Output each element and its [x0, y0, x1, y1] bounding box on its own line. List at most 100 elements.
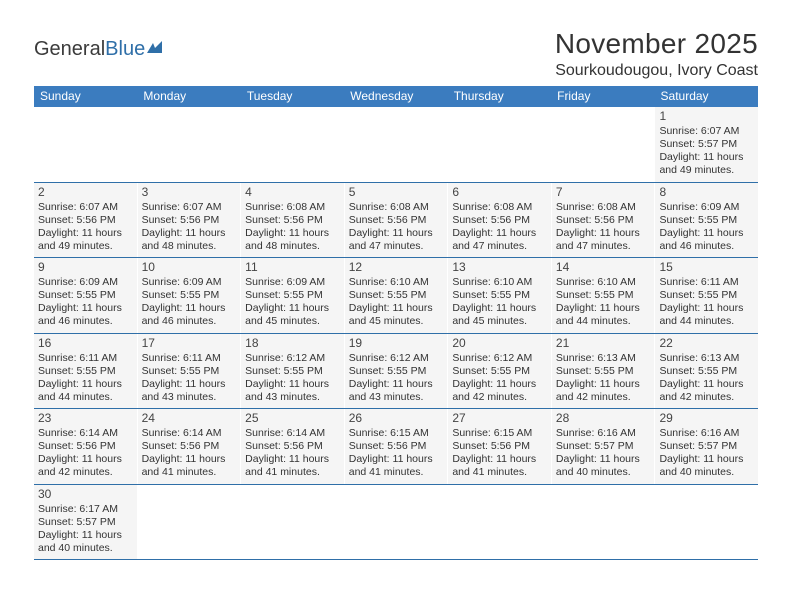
- daylight-text: Daylight: 11 hours and 40 minutes.: [659, 453, 754, 479]
- sunset-text: Sunset: 5:55 PM: [38, 289, 133, 302]
- day-number: 16: [38, 336, 133, 351]
- sunset-text: Sunset: 5:56 PM: [349, 214, 444, 227]
- week-row: 30Sunrise: 6:17 AMSunset: 5:57 PMDayligh…: [34, 485, 758, 561]
- daylight-text: Daylight: 11 hours and 40 minutes.: [556, 453, 651, 479]
- daylight-text: Daylight: 11 hours and 49 minutes.: [659, 151, 754, 177]
- day-cell: [448, 107, 552, 182]
- day-cell: [655, 485, 758, 560]
- daylight-text: Daylight: 11 hours and 44 minutes.: [38, 378, 133, 404]
- title-block: November 2025 Sourkoudougou, Ivory Coast: [555, 28, 758, 80]
- day-cell: [448, 485, 552, 560]
- day-number: 14: [556, 260, 651, 275]
- day-header-row: Sunday Monday Tuesday Wednesday Thursday…: [34, 86, 758, 107]
- day-number: 29: [659, 411, 754, 426]
- daylight-text: Daylight: 11 hours and 46 minutes.: [659, 227, 754, 253]
- page: GeneralBlue November 2025 Sourkoudougou,…: [0, 0, 792, 560]
- sunset-text: Sunset: 5:55 PM: [556, 289, 651, 302]
- sunrise-text: Sunrise: 6:14 AM: [142, 427, 237, 440]
- daylight-text: Daylight: 11 hours and 41 minutes.: [245, 453, 340, 479]
- sunrise-text: Sunrise: 6:14 AM: [38, 427, 133, 440]
- day-number: 18: [245, 336, 340, 351]
- day-number: 6: [452, 185, 547, 200]
- day-number: 28: [556, 411, 651, 426]
- day-cell: 24Sunrise: 6:14 AMSunset: 5:56 PMDayligh…: [138, 409, 242, 484]
- daylight-text: Daylight: 11 hours and 47 minutes.: [556, 227, 651, 253]
- sunrise-text: Sunrise: 6:10 AM: [556, 276, 651, 289]
- day-number: 22: [659, 336, 754, 351]
- day-cell: 17Sunrise: 6:11 AMSunset: 5:55 PMDayligh…: [138, 334, 242, 409]
- sunrise-text: Sunrise: 6:09 AM: [38, 276, 133, 289]
- daylight-text: Daylight: 11 hours and 40 minutes.: [38, 529, 133, 555]
- sunset-text: Sunset: 5:55 PM: [349, 289, 444, 302]
- day-number: 9: [38, 260, 133, 275]
- day-header: Sunday: [34, 86, 137, 107]
- day-cell: 1Sunrise: 6:07 AMSunset: 5:57 PMDaylight…: [655, 107, 758, 182]
- sunset-text: Sunset: 5:55 PM: [659, 289, 754, 302]
- day-cell: 26Sunrise: 6:15 AMSunset: 5:56 PMDayligh…: [345, 409, 449, 484]
- day-number: 26: [349, 411, 444, 426]
- daylight-text: Daylight: 11 hours and 43 minutes.: [245, 378, 340, 404]
- sunrise-text: Sunrise: 6:17 AM: [38, 503, 133, 516]
- daylight-text: Daylight: 11 hours and 44 minutes.: [556, 302, 651, 328]
- day-number: 2: [38, 185, 133, 200]
- daylight-text: Daylight: 11 hours and 41 minutes.: [349, 453, 444, 479]
- day-cell: 30Sunrise: 6:17 AMSunset: 5:57 PMDayligh…: [34, 485, 138, 560]
- sunrise-text: Sunrise: 6:07 AM: [659, 125, 754, 138]
- sunrise-text: Sunrise: 6:08 AM: [245, 201, 340, 214]
- sunset-text: Sunset: 5:56 PM: [452, 214, 547, 227]
- day-number: 19: [349, 336, 444, 351]
- sunset-text: Sunset: 5:56 PM: [245, 214, 340, 227]
- daylight-text: Daylight: 11 hours and 42 minutes.: [452, 378, 547, 404]
- logo: GeneralBlue: [34, 28, 169, 61]
- day-cell: 15Sunrise: 6:11 AMSunset: 5:55 PMDayligh…: [655, 258, 758, 333]
- sunrise-text: Sunrise: 6:11 AM: [142, 352, 237, 365]
- day-header: Tuesday: [241, 86, 344, 107]
- daylight-text: Daylight: 11 hours and 42 minutes.: [556, 378, 651, 404]
- sunset-text: Sunset: 5:56 PM: [452, 440, 547, 453]
- day-cell: 27Sunrise: 6:15 AMSunset: 5:56 PMDayligh…: [448, 409, 552, 484]
- daylight-text: Daylight: 11 hours and 43 minutes.: [142, 378, 237, 404]
- sunset-text: Sunset: 5:56 PM: [245, 440, 340, 453]
- sunrise-text: Sunrise: 6:09 AM: [659, 201, 754, 214]
- logo-text-2: Blue: [105, 38, 145, 61]
- sunset-text: Sunset: 5:56 PM: [142, 440, 237, 453]
- sunrise-text: Sunrise: 6:14 AM: [245, 427, 340, 440]
- day-cell: [34, 107, 138, 182]
- sunset-text: Sunset: 5:56 PM: [38, 440, 133, 453]
- day-cell: 22Sunrise: 6:13 AMSunset: 5:55 PMDayligh…: [655, 334, 758, 409]
- day-number: 15: [659, 260, 754, 275]
- day-number: 12: [349, 260, 444, 275]
- day-number: 10: [142, 260, 237, 275]
- sunset-text: Sunset: 5:55 PM: [245, 365, 340, 378]
- week-row: 16Sunrise: 6:11 AMSunset: 5:55 PMDayligh…: [34, 334, 758, 410]
- daylight-text: Daylight: 11 hours and 48 minutes.: [142, 227, 237, 253]
- sunset-text: Sunset: 5:57 PM: [659, 138, 754, 151]
- day-cell: 28Sunrise: 6:16 AMSunset: 5:57 PMDayligh…: [552, 409, 656, 484]
- sunrise-text: Sunrise: 6:12 AM: [349, 352, 444, 365]
- week-row: 2Sunrise: 6:07 AMSunset: 5:56 PMDaylight…: [34, 183, 758, 259]
- sunset-text: Sunset: 5:56 PM: [556, 214, 651, 227]
- day-header: Saturday: [655, 86, 758, 107]
- sunset-text: Sunset: 5:55 PM: [452, 289, 547, 302]
- sunset-text: Sunset: 5:55 PM: [556, 365, 651, 378]
- day-cell: 21Sunrise: 6:13 AMSunset: 5:55 PMDayligh…: [552, 334, 656, 409]
- day-cell: 18Sunrise: 6:12 AMSunset: 5:55 PMDayligh…: [241, 334, 345, 409]
- day-number: 8: [659, 185, 754, 200]
- day-cell: 10Sunrise: 6:09 AMSunset: 5:55 PMDayligh…: [138, 258, 242, 333]
- day-cell: 6Sunrise: 6:08 AMSunset: 5:56 PMDaylight…: [448, 183, 552, 258]
- day-cell: 2Sunrise: 6:07 AMSunset: 5:56 PMDaylight…: [34, 183, 138, 258]
- sunset-text: Sunset: 5:57 PM: [659, 440, 754, 453]
- day-number: 5: [349, 185, 444, 200]
- day-cell: [552, 485, 656, 560]
- day-cell: 8Sunrise: 6:09 AMSunset: 5:55 PMDaylight…: [655, 183, 758, 258]
- day-header: Thursday: [448, 86, 551, 107]
- sunset-text: Sunset: 5:55 PM: [142, 289, 237, 302]
- day-header: Monday: [137, 86, 240, 107]
- day-cell: [552, 107, 656, 182]
- day-number: 7: [556, 185, 651, 200]
- flag-icon: [147, 41, 169, 55]
- day-cell: [241, 485, 345, 560]
- week-row: 9Sunrise: 6:09 AMSunset: 5:55 PMDaylight…: [34, 258, 758, 334]
- day-cell: 5Sunrise: 6:08 AMSunset: 5:56 PMDaylight…: [345, 183, 449, 258]
- day-cell: [345, 107, 449, 182]
